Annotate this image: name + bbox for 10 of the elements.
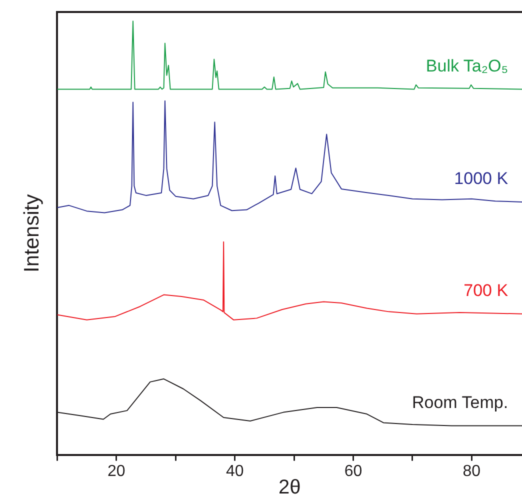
y-axis-title: Intensity	[20, 194, 44, 273]
series-label: Bulk Ta₂O₅	[426, 56, 508, 76]
series-label: Room Temp.	[412, 392, 508, 412]
x-tick-label: 80	[462, 462, 481, 480]
x-tick-label: 20	[108, 462, 126, 480]
x-axis-title: 2θ	[278, 476, 301, 496]
x-tick-label: 60	[344, 462, 362, 480]
x-tick-label: 40	[226, 462, 244, 480]
series-label: 700 K	[464, 281, 509, 300]
series-label: 1000 K	[454, 169, 509, 188]
